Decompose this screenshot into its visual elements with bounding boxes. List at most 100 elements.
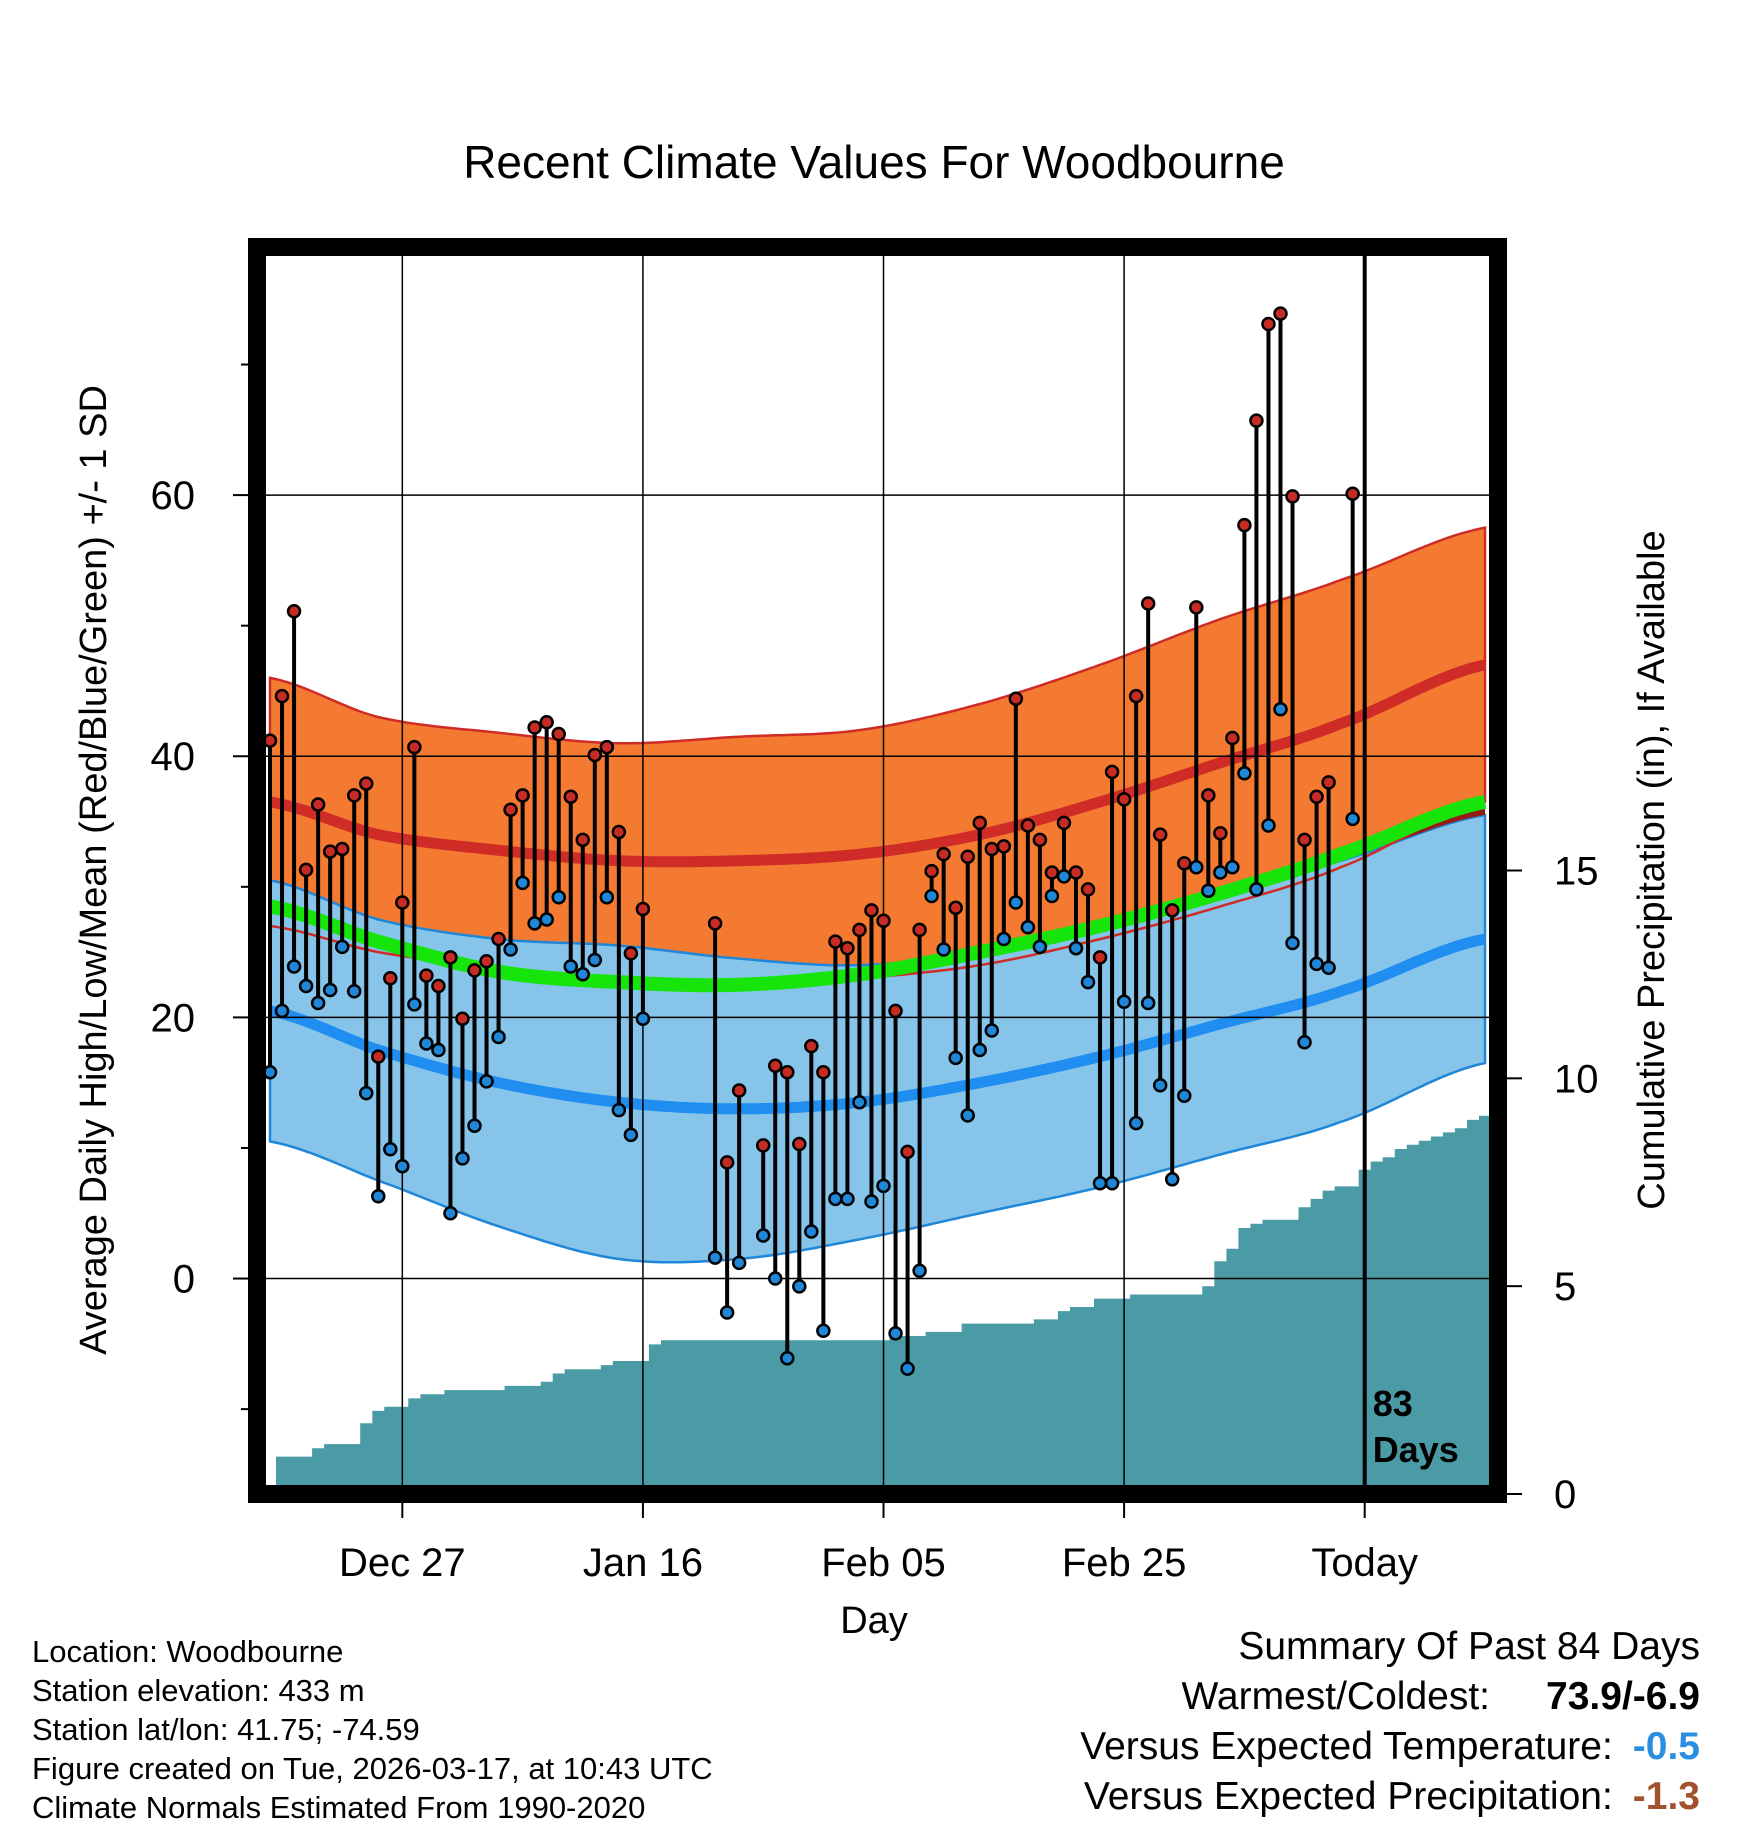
daily-high-point xyxy=(900,1144,915,1160)
daily-low-point xyxy=(888,1326,903,1341)
daily-high-point xyxy=(948,900,963,915)
daily-high-point xyxy=(792,1136,807,1152)
low-sd-band xyxy=(268,813,1487,1264)
plot-area: 83 Days xyxy=(257,247,1498,1494)
daily-low-point xyxy=(431,1042,446,1058)
x-tick-label: Today xyxy=(1311,1541,1418,1585)
daily-low-point xyxy=(1032,939,1048,955)
daily-high-point xyxy=(455,1011,470,1026)
y-tick-label: 0 xyxy=(173,1258,195,1302)
daily-low-point xyxy=(1092,1175,1108,1191)
daily-high-point xyxy=(371,1049,386,1064)
daily-low-point xyxy=(467,1118,482,1134)
daily-low-point xyxy=(1309,956,1324,972)
daily-high-point xyxy=(1032,832,1048,848)
daily-low-point xyxy=(1128,1115,1144,1131)
daily-low-point xyxy=(792,1279,807,1294)
daily-high-point xyxy=(334,841,350,857)
daily-high-point xyxy=(479,954,494,969)
daily-low-point xyxy=(1285,935,1300,951)
daily-high-point xyxy=(1237,517,1252,533)
daily-high-point xyxy=(1309,789,1324,804)
daily-high-point xyxy=(888,1003,903,1019)
summary-temperature: Versus Expected Temperature: -0.5 xyxy=(1080,1722,1700,1772)
daily-low-point xyxy=(1249,882,1264,897)
normal-low-line xyxy=(268,933,1486,1115)
plot-frame xyxy=(248,238,1507,1503)
station-latlon: Station lat/lon: 41.75; -74.59 xyxy=(32,1712,420,1747)
daily-low-point xyxy=(1164,1172,1180,1187)
daily-low-point xyxy=(1213,865,1228,880)
daily-high-point xyxy=(936,846,951,862)
daily-high-point xyxy=(1116,792,1132,807)
daily-high-point xyxy=(719,1155,735,1170)
daily-high-point xyxy=(767,1058,783,1073)
daily-high-point xyxy=(539,715,554,730)
daily-low-point xyxy=(707,1250,723,1265)
daily-high-point xyxy=(383,970,398,986)
daily-low-point xyxy=(1225,859,1240,875)
daily-low-point xyxy=(310,995,326,1011)
precip-label: Versus Expected Precipitation: xyxy=(1083,1775,1613,1818)
daily-high-point xyxy=(611,824,627,840)
x-tick-label: Jan 16 xyxy=(583,1541,703,1585)
daily-high-point xyxy=(1152,827,1168,842)
daily-low-point xyxy=(1080,974,1096,990)
daily-low-point xyxy=(286,959,302,974)
daily-high-point xyxy=(635,901,651,917)
daily-high-point xyxy=(515,788,530,803)
daily-high-point xyxy=(1068,865,1084,880)
daily-high-point xyxy=(503,802,518,818)
daily-low-point xyxy=(479,1074,494,1089)
daily-low-point xyxy=(1020,920,1036,935)
daily-low-point xyxy=(358,1085,374,1101)
daily-low-point xyxy=(1345,811,1360,827)
daily-high-point xyxy=(1104,764,1120,780)
daily-low-point xyxy=(563,959,578,974)
daily-low-point xyxy=(635,1011,651,1026)
daily-high-point xyxy=(1297,832,1312,848)
daily-low-point xyxy=(1261,818,1276,833)
precip-value: -1.3 xyxy=(1632,1775,1700,1818)
daily-low-point xyxy=(996,931,1012,947)
daily-high-point xyxy=(1056,815,1072,831)
daily-high-point xyxy=(780,1064,795,1080)
daily-high-point xyxy=(346,788,362,803)
y2-axis-label: Cumulative Precipitation (in), If Availa… xyxy=(1631,530,1673,1209)
daily-low-point xyxy=(539,912,554,927)
daily-low-point xyxy=(1056,869,1072,884)
daily-high-point xyxy=(491,931,506,947)
daily-low-point xyxy=(936,942,951,957)
daily-low-point xyxy=(1140,995,1156,1011)
daily-low-point xyxy=(527,916,542,931)
daily-high-point xyxy=(1164,903,1180,918)
daily-low-point xyxy=(960,1108,975,1123)
today-days-label: Days xyxy=(1373,1429,1459,1470)
daily-high-point xyxy=(575,832,591,848)
daily-low-point xyxy=(755,1228,771,1243)
summary-warm-cold: Warmest/Coldest: 73.9/-6.9 xyxy=(1080,1672,1700,1722)
daily-high-point xyxy=(274,688,290,704)
daily-low-point xyxy=(972,1042,988,1058)
daily-high-point xyxy=(1189,600,1204,615)
x-axis-label: Day xyxy=(840,1600,908,1642)
station-info: Location: Woodbourne Station elevation: … xyxy=(32,1632,713,1827)
daily-high-point xyxy=(876,913,891,929)
daily-high-point xyxy=(563,789,578,804)
daily-high-point xyxy=(599,739,615,755)
y-tick-label: 60 xyxy=(151,474,196,518)
daily-high-point xyxy=(1177,856,1192,871)
daily-low-point xyxy=(491,1029,506,1045)
daily-low-point xyxy=(419,1036,434,1051)
daily-low-point xyxy=(1297,1034,1312,1050)
daily-low-point xyxy=(876,1178,891,1194)
daily-low-point xyxy=(599,890,615,905)
daily-low-point xyxy=(719,1305,735,1320)
daily-low-point xyxy=(804,1224,819,1239)
daily-high-point xyxy=(395,895,410,910)
daily-high-point xyxy=(960,849,975,865)
daily-low-point xyxy=(948,1050,963,1066)
daily-high-point xyxy=(431,978,446,994)
daily-low-point xyxy=(1177,1088,1192,1103)
daily-high-point xyxy=(804,1038,819,1054)
